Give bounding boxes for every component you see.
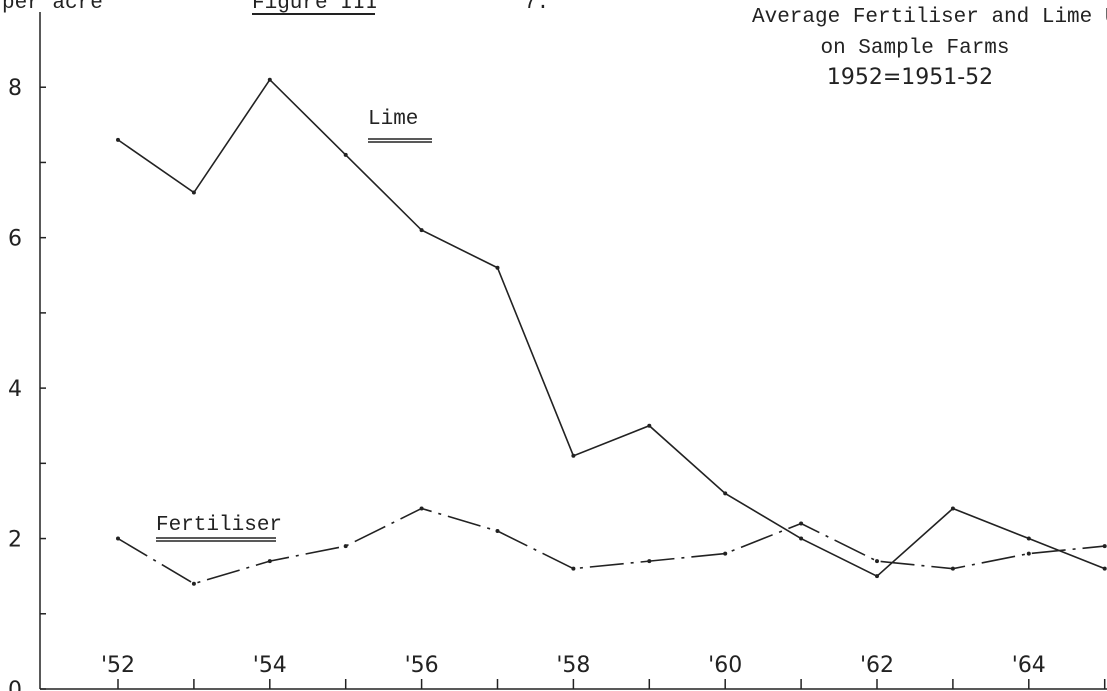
y-tick-label: 0 [8, 678, 22, 691]
point [571, 453, 576, 458]
x-tick-label: '58 [556, 653, 590, 678]
point [116, 536, 120, 541]
point [875, 574, 879, 579]
unit-label: per acre [2, 0, 103, 15]
point [1102, 566, 1107, 571]
point [191, 581, 196, 586]
point [343, 152, 348, 157]
point [116, 137, 120, 142]
x-tick-label: '62 [860, 653, 894, 678]
point [419, 228, 424, 233]
x-tick-label: '60 [708, 653, 742, 678]
point [799, 521, 804, 526]
y-tick-label: 2 [8, 528, 22, 553]
legend-label: Fertiliser [156, 514, 282, 537]
point [723, 551, 728, 556]
point [267, 559, 272, 564]
point [1102, 544, 1107, 549]
legend-label: Lime [368, 108, 418, 131]
point [950, 506, 955, 511]
y-tick-label: 6 [8, 227, 22, 252]
point [647, 423, 652, 428]
x-tick-label: '54 [253, 653, 287, 678]
point [875, 559, 879, 564]
point [191, 190, 196, 195]
x-tick-label: '52 [101, 653, 135, 678]
y-tick-label: 4 [8, 377, 22, 402]
point [1026, 551, 1031, 556]
point [1026, 536, 1031, 541]
y-tick-label: 8 [8, 76, 22, 101]
point [647, 559, 652, 564]
series-line [117, 507, 1105, 585]
point [495, 529, 500, 534]
x-tick-label: '64 [1012, 653, 1046, 678]
chart-subtitle-2: 1952=1951-52 [827, 65, 993, 90]
figure-label: Figure III [252, 0, 378, 15]
point [950, 566, 955, 571]
point [571, 566, 576, 571]
point [343, 544, 348, 549]
point [495, 265, 500, 270]
point [799, 536, 804, 541]
point [723, 491, 728, 496]
page-number: 7. [524, 0, 549, 15]
x-tick-label: '56 [405, 653, 439, 678]
series-line [117, 78, 1105, 578]
point [419, 506, 424, 511]
point [267, 77, 272, 82]
chart-subtitle: on Sample Farms [820, 37, 1009, 60]
chart-title: Average Fertiliser and Lime Us [752, 6, 1107, 29]
